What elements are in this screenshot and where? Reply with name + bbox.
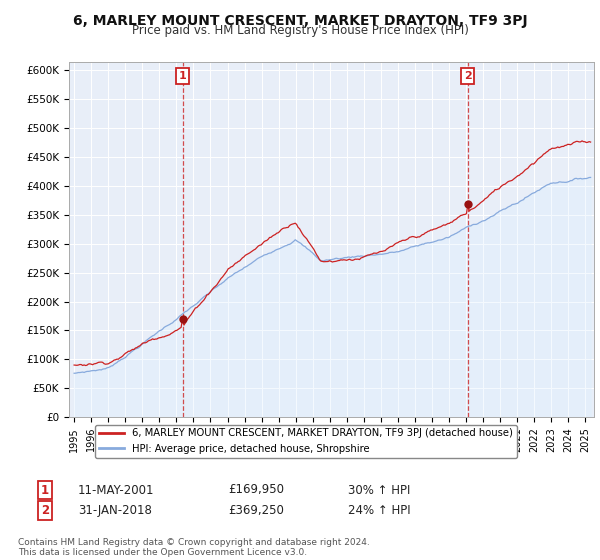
Text: 1: 1	[179, 71, 187, 81]
Text: 24% ↑ HPI: 24% ↑ HPI	[348, 504, 410, 517]
Text: 31-JAN-2018: 31-JAN-2018	[78, 504, 152, 517]
Text: 2: 2	[464, 71, 472, 81]
Text: 1: 1	[41, 483, 49, 497]
Text: Price paid vs. HM Land Registry's House Price Index (HPI): Price paid vs. HM Land Registry's House …	[131, 24, 469, 37]
Text: 11-MAY-2001: 11-MAY-2001	[78, 483, 155, 497]
Text: 2: 2	[41, 504, 49, 517]
Legend: 6, MARLEY MOUNT CRESCENT, MARKET DRAYTON, TF9 3PJ (detached house), HPI: Average: 6, MARLEY MOUNT CRESCENT, MARKET DRAYTON…	[95, 424, 517, 458]
Text: Contains HM Land Registry data © Crown copyright and database right 2024.
This d: Contains HM Land Registry data © Crown c…	[18, 538, 370, 557]
Text: £369,250: £369,250	[228, 504, 284, 517]
Text: 30% ↑ HPI: 30% ↑ HPI	[348, 483, 410, 497]
Text: £169,950: £169,950	[228, 483, 284, 497]
Text: 6, MARLEY MOUNT CRESCENT, MARKET DRAYTON, TF9 3PJ: 6, MARLEY MOUNT CRESCENT, MARKET DRAYTON…	[73, 14, 527, 28]
